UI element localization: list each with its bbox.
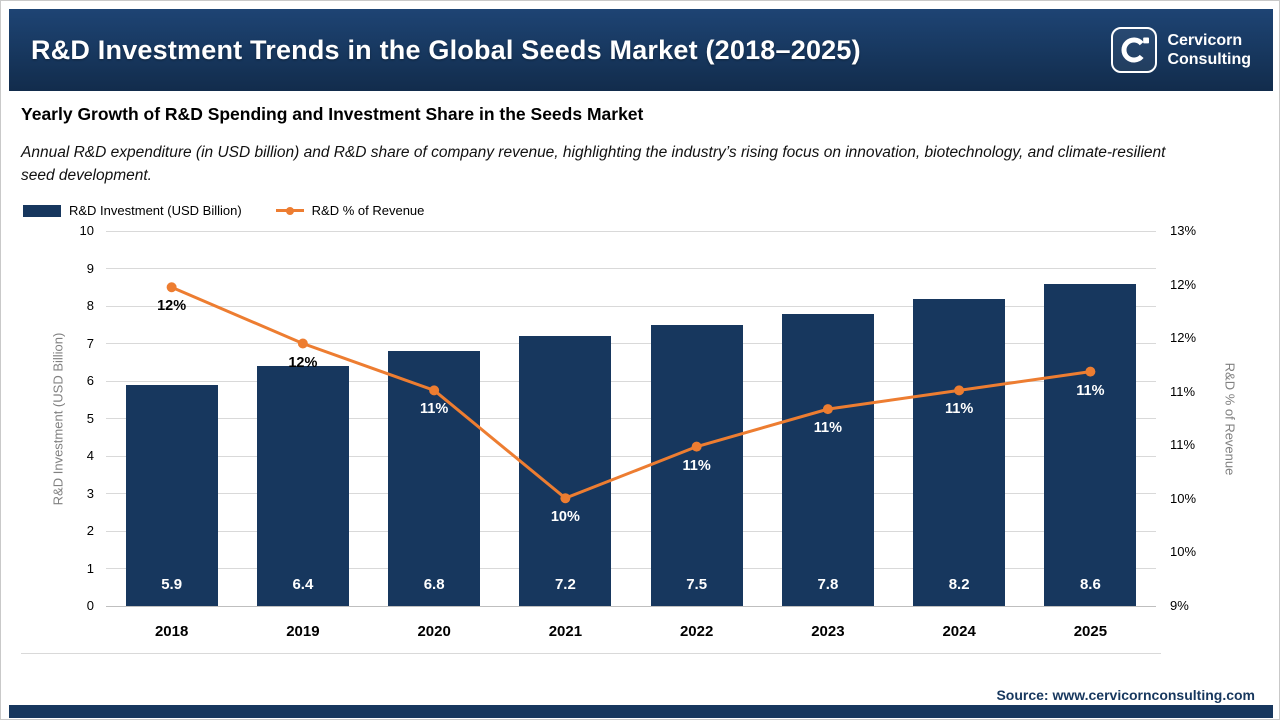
right-axis-tick-label: 11% [1170, 437, 1196, 453]
percent-label: 10% [550, 509, 580, 526]
left-axis-tick-label: 0 [86, 598, 94, 613]
cervicorn-logo-icon [1111, 27, 1158, 73]
left-axis-tick-label: 4 [86, 448, 94, 463]
percent-label: 11% [813, 420, 842, 437]
right-axis-tick-label: 11% [1170, 383, 1196, 399]
bar-value-label: 6.8 [423, 576, 445, 593]
brand-name: Cervicorn Consulting [1167, 31, 1251, 69]
investment-bar [519, 336, 612, 606]
line-point-marker [166, 282, 177, 293]
investment-bar [125, 384, 218, 606]
right-axis-title: R&D % of Revenue [1222, 362, 1238, 476]
brand-name-line2: Consulting [1167, 51, 1251, 68]
percent-label: 11% [1076, 382, 1105, 399]
x-axis-label: 2021 [548, 623, 583, 640]
left-axis-tick-label: 5 [86, 410, 94, 426]
percent-label: 11% [945, 401, 974, 418]
left-axis-tick-label: 8 [86, 298, 94, 313]
bar-swatch-icon [23, 204, 61, 217]
left-axis-tick-label: 6 [86, 373, 94, 388]
left-axis-title: R&D Investment (USD Billion) [50, 332, 66, 506]
right-axis-tick-label: 13% [1170, 223, 1197, 238]
percent-label: 12% [157, 298, 187, 315]
right-axis-tick-label: 12% [1170, 276, 1197, 292]
x-axis-label: 2019 [286, 623, 320, 640]
x-axis-label: 2018 [154, 623, 189, 640]
line-marker-icon [275, 206, 304, 215]
legend-item-investment: R&D Investment (USD Billion) [23, 203, 242, 218]
percent-label: 11% [420, 401, 449, 418]
header-bar: R&D Investment Trends in the Global Seed… [9, 9, 1273, 91]
bar-value-label: 8.6 [1079, 576, 1101, 593]
right-axis-tick-label: 12% [1170, 330, 1197, 346]
percent-label: 11% [682, 457, 711, 474]
investment-bar [781, 313, 874, 606]
bar-value-label: 7.2 [554, 576, 576, 593]
gridline [106, 530, 1156, 532]
left-axis-tick-label: 1 [86, 560, 94, 576]
legend-item-revenue-share: R&D % of Revenue [275, 203, 425, 218]
right-axis-tick-label: 10% [1170, 490, 1197, 506]
investment-bar [388, 351, 481, 606]
left-axis-tick-label: 2 [86, 523, 94, 538]
x-axis-label: 2022 [679, 623, 714, 640]
investment-bar [913, 298, 1006, 606]
percent-label: 12% [288, 354, 318, 371]
legend-label-investment: R&D Investment (USD Billion) [69, 203, 242, 218]
right-axis-tick-label: 10% [1170, 544, 1197, 560]
bar-value-label: 7.8 [817, 576, 839, 593]
gridline [106, 605, 1156, 607]
right-axis-tick-label: 9% [1170, 598, 1189, 613]
page-title: R&D Investment Trends in the Global Seed… [31, 34, 861, 65]
gridline [106, 268, 1156, 269]
investment-bar [1044, 283, 1137, 606]
bar-value-label: 5.9 [161, 576, 183, 593]
source-credit: Source: www.cervicornconsulting.com [996, 687, 1255, 703]
chart-subtitle: Yearly Growth of R&D Spending and Invest… [21, 104, 644, 124]
gridline [106, 230, 1156, 232]
investment-bar [256, 366, 349, 606]
chart-description: Annual R&D expenditure (in USD billion) … [21, 144, 1166, 184]
left-axis-tick-label: 7 [86, 335, 94, 351]
line-dot-icon [285, 206, 294, 215]
legend-label-revenue-share: R&D % of Revenue [311, 203, 425, 218]
x-axis-separator-line [21, 653, 1161, 654]
left-axis-tick-label: 3 [86, 485, 94, 501]
x-axis-label: 2020 [417, 623, 451, 640]
x-axis-label: 2024 [942, 623, 976, 640]
left-axis-tick-label: 10 [79, 223, 94, 238]
brand-name-line1: Cervicorn [1167, 32, 1243, 49]
letter-c-icon [1122, 37, 1150, 63]
x-axis-label: 2023 [811, 623, 845, 640]
bar-value-label: 7.5 [686, 576, 708, 593]
footer-accent-bar [9, 705, 1273, 718]
brand-logo: Cervicorn Consulting [1111, 27, 1251, 73]
bar-value-label: 8.2 [948, 576, 970, 593]
bar-value-label: 6.4 [292, 576, 314, 593]
left-axis-tick-label: 9 [86, 260, 94, 276]
gridline [106, 568, 1156, 569]
chart-legend: R&D Investment (USD Billion) R&D % of Re… [23, 203, 424, 218]
x-axis-label: 2025 [1073, 623, 1108, 640]
